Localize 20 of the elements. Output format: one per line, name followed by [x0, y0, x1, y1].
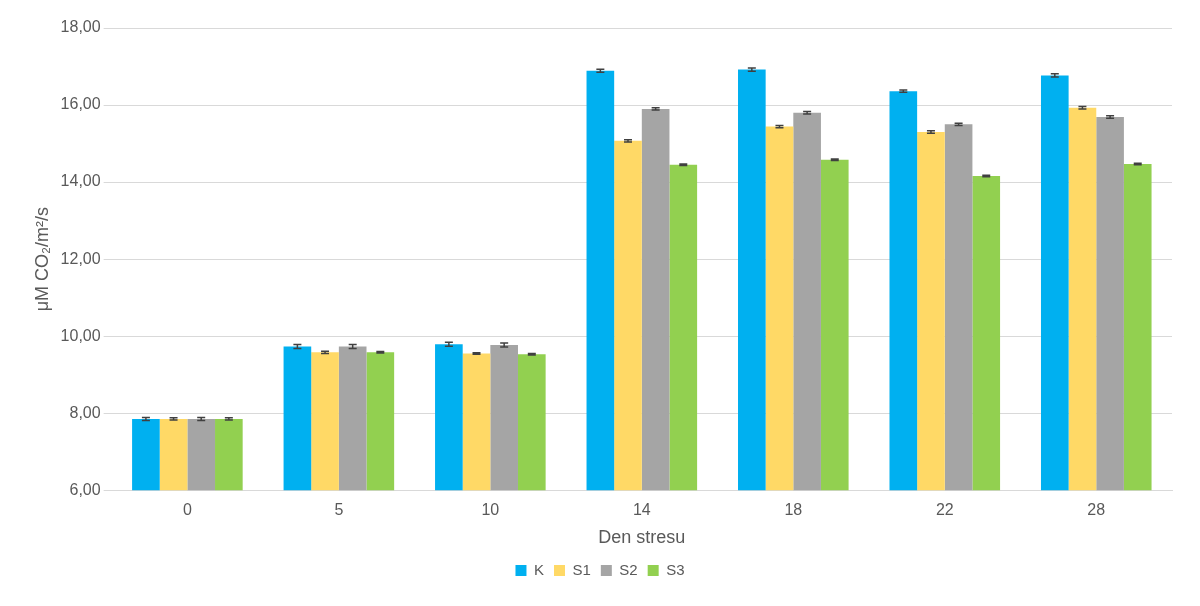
- y-tick-label: 18,00: [60, 18, 101, 36]
- x-tick-label: 5: [334, 501, 344, 519]
- x-tick-label: 10: [481, 501, 500, 519]
- legend-label: S1: [572, 560, 591, 578]
- x-tick-label: 18: [784, 501, 803, 519]
- legend-label: K: [533, 560, 544, 578]
- y-tick-label: 8,00: [69, 403, 101, 421]
- x-tick-label: 22: [935, 501, 954, 519]
- x-axis-title: Den stresu: [598, 527, 686, 548]
- y-tick-label: 6,00: [69, 480, 101, 498]
- x-tick-label: 28: [1087, 501, 1106, 519]
- legend-label: S3: [666, 560, 685, 578]
- y-tick-label: 14,00: [60, 172, 101, 190]
- y-tick-label: 10,00: [60, 326, 101, 344]
- y-tick-label: 16,00: [60, 95, 101, 113]
- y-axis-title: μM CO₂/m²/s: [31, 206, 52, 312]
- x-tick-label: 14: [632, 501, 651, 519]
- legend-label: S2: [619, 560, 638, 578]
- y-tick-label: 12,00: [60, 249, 101, 267]
- x-tick-label: 0: [182, 501, 192, 519]
